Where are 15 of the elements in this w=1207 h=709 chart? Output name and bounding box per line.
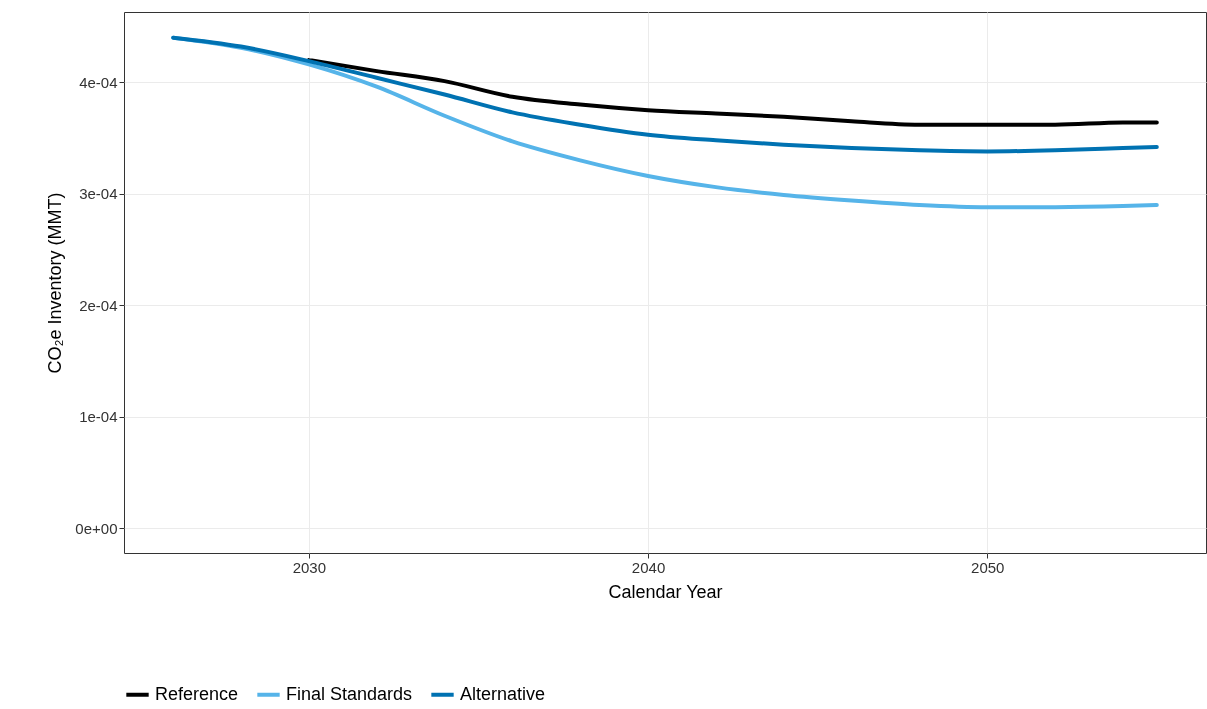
y-axis-title: CO₂e Inventory (MMT) (45, 192, 66, 374)
line-series (171, 35, 1159, 154)
x-tick-label: 2050 (971, 558, 1005, 576)
y-tick-label: 1e-04 (79, 408, 118, 426)
y-tick-label: 0e+00 (75, 519, 118, 537)
line-series (306, 57, 1159, 127)
y-tick-label: 3e-04 (79, 185, 118, 203)
x-tick-label: 2030 (292, 558, 327, 576)
legend-label: Alternative (460, 683, 546, 704)
legend-label: Reference (155, 683, 239, 704)
x-axis-title: Calendar Year (608, 581, 723, 602)
x-tick-label: 2040 (631, 558, 666, 576)
y-tick-label: 4e-04 (79, 73, 118, 91)
legend-label: Final Standards (286, 683, 413, 704)
y-tick-label: 2e-04 (79, 296, 118, 314)
